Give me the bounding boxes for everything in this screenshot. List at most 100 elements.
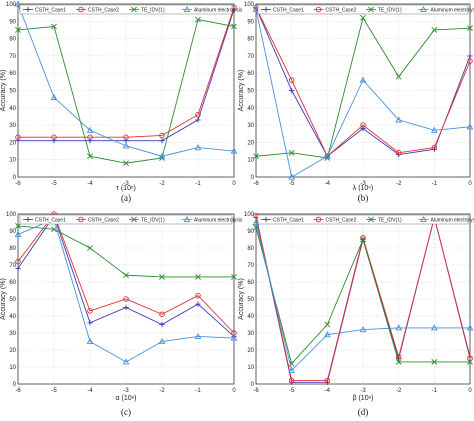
data-point [87,138,93,144]
data-point [360,125,366,132]
data-point [288,173,296,180]
data-point [466,123,474,130]
y-tick-label: 100 [244,2,255,8]
series-line [255,9,471,178]
data-point [122,142,130,149]
data-point [289,87,295,94]
data-point [122,358,130,365]
x-tick-label: -2 [159,388,165,394]
data-point [51,23,57,30]
y-tick-label: 30 [247,123,254,129]
data-point [87,153,93,160]
legend-box [19,4,233,15]
data-point [195,292,201,299]
data-point [359,76,367,83]
x-axis-label: λ (10ⁿ) [353,185,373,192]
panel-caption: (b) [358,193,369,203]
data-point [194,332,202,339]
data-point [15,265,21,271]
series-line [17,3,235,157]
series-2 [15,222,237,280]
data-point [467,25,473,32]
data-point [123,272,129,279]
data-point [359,326,367,333]
data-point [230,147,238,154]
legend-marker [78,6,84,13]
legend: CSTH_Case1 CSTH_Case2 TE_IDV(1) Aluminum el… [257,4,474,15]
data-point [87,308,93,314]
data-point [123,160,129,167]
y-tick-label: 80 [247,246,254,252]
x-tick-label: 0 [468,388,472,394]
y-tick-label: 40 [247,314,254,320]
data-point [431,144,438,151]
legend-marker [315,6,322,13]
legend-marker [131,216,137,223]
y-tick-label: 90 [247,19,254,25]
x-tick-label: -3 [123,388,129,394]
data-point [395,150,402,156]
legend: CSTH_Case1 CSTH_Case2 TE_IDV(1) Aluminum el… [257,214,474,225]
data-point [288,366,296,373]
legend-marker [25,216,31,223]
data-point [195,273,201,280]
legend-marker [263,216,269,223]
data-point [288,149,295,156]
data-point [51,226,57,233]
x-tick-label: -5 [289,181,295,187]
y-tick-label: 20 [247,140,254,146]
data-point [467,355,473,362]
y-tick-label: 80 [9,37,16,43]
legend-marker [420,215,427,223]
x-axis-label: β (10ⁿ) [353,395,374,402]
chart-panel-d: 0 10 20 30 40 50 60 70 80 90 100 -6 -5 -4 -3 -2 -1 0 β (10… [238,212,474,417]
data-point [231,273,237,280]
y-tick-label: 100 [244,212,255,218]
panel-caption: (a) [121,193,131,203]
data-point [231,23,237,30]
data-point [15,27,21,33]
chart-panel-a: 0 10 20 30 40 50 60 70 80 90 100 -6 -5 -4 -3 -2 -1 0 τ (10… [0,0,243,203]
y-tick-label: 90 [247,229,254,235]
data-point [253,153,259,160]
y-tick-label: 0 [13,382,17,388]
data-point [360,14,366,21]
x-axis-label: τ (10ⁿ) [116,185,136,192]
y-tick-label: 50 [9,89,16,95]
series-3 [14,0,238,159]
legend-box [19,214,233,225]
data-point [430,126,438,133]
data-point [431,358,438,365]
series-2 [15,16,237,167]
x-tick-label: -1 [195,181,201,187]
plot-frame [17,3,235,178]
series-line [17,214,235,337]
data-point [288,377,295,384]
data-point [15,222,21,229]
data-point [159,273,165,280]
data-point [159,311,165,318]
x-tick-label: -3 [360,388,366,394]
series-2 [253,14,473,161]
x-tick-label: 0 [468,181,472,187]
data-point [395,358,402,365]
y-tick-label: 50 [247,89,254,95]
data-point [14,230,22,237]
series-line [255,222,470,372]
data-point [123,134,129,140]
x-tick-label: -1 [432,181,438,187]
legend-label: CSTH_Case2 [88,217,119,223]
plot-frame [17,213,235,385]
plot-frame [255,213,471,385]
y-tick-label: 10 [9,158,16,164]
y-tick-label: 60 [247,71,254,77]
data-point [467,358,473,365]
y-tick-label: 90 [9,229,16,235]
x-tick-label: -4 [87,388,93,394]
legend-label: TE_IDV(1) [141,217,165,223]
data-point [324,321,331,328]
data-point [87,245,93,251]
data-point [195,117,201,123]
data-point [395,116,403,123]
